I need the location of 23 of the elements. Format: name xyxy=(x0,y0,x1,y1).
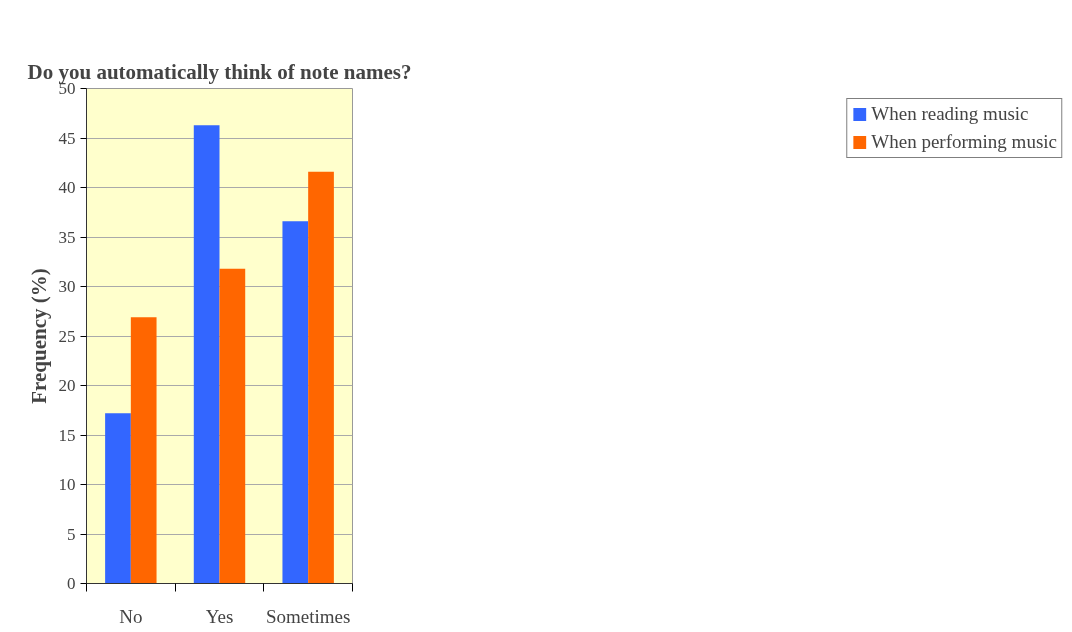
chart-title: Do you automatically think of note names? xyxy=(27,59,412,84)
bar xyxy=(282,221,309,584)
y-tick-label: 40 xyxy=(58,178,76,197)
bar xyxy=(105,413,131,584)
x-tick-label: Yes xyxy=(205,605,234,627)
bar xyxy=(219,268,246,584)
y-tick-label: 25 xyxy=(58,326,76,346)
y-tick-label: 15 xyxy=(58,425,76,445)
bar xyxy=(193,125,220,584)
x-tick-label: No xyxy=(119,605,143,627)
bar xyxy=(308,171,334,584)
x-tick-label: Sometimes xyxy=(265,605,351,627)
legend-label: When reading music xyxy=(871,103,1029,125)
y-tick-label: 5 xyxy=(67,524,76,544)
y-axis-title: Frequency (%) xyxy=(26,268,51,404)
bar xyxy=(130,317,157,584)
legend-label: When performing music xyxy=(871,131,1057,153)
y-tick-label: 10 xyxy=(58,475,76,494)
y-tick-label: 35 xyxy=(58,227,76,247)
y-tick-label: 45 xyxy=(58,128,76,148)
y-tick-label: 30 xyxy=(58,277,76,296)
y-tick-label: 0 xyxy=(67,574,76,593)
y-tick-label: 20 xyxy=(58,376,76,395)
